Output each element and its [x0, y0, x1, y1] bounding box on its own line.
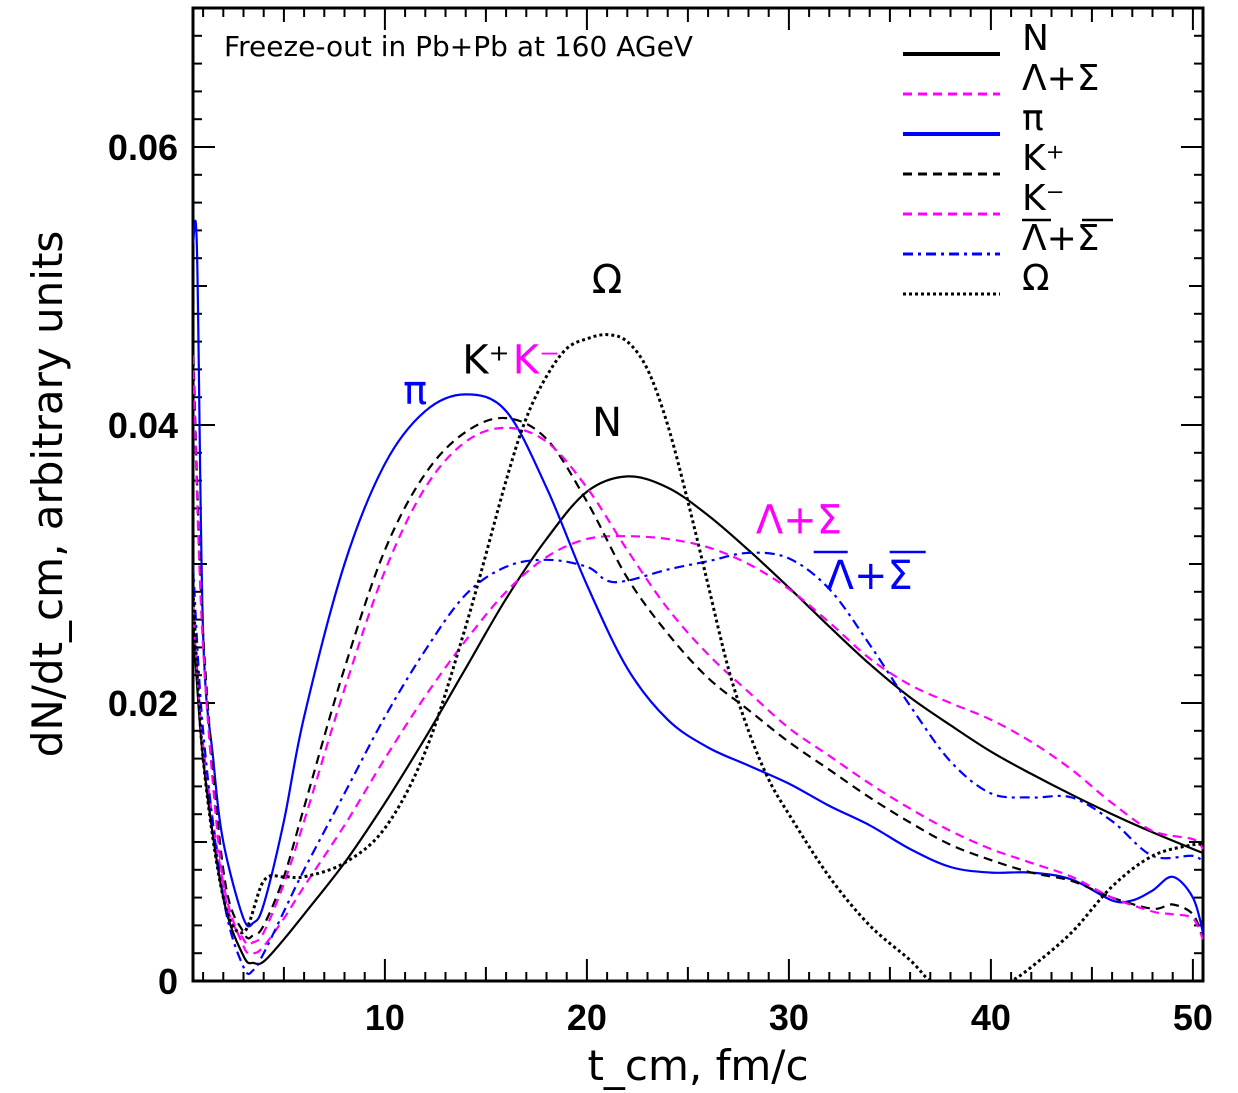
x-tick-labels: 10 20 30 40 50	[365, 997, 1213, 1038]
legend-label-4: K⁻	[1022, 178, 1065, 219]
legend-label-2: π	[1022, 98, 1044, 139]
series-line-6	[193, 333, 1203, 981]
annotation-2: K⁻	[513, 338, 560, 384]
annotation-0: π	[403, 368, 427, 414]
legend-label-1: Λ+Σ	[1022, 58, 1100, 99]
series-line-2	[193, 219, 1203, 933]
y-tick-labels: 0 0.02 0.04 0.06	[108, 127, 178, 1002]
x-axis-label: t_cm, fm/c	[587, 1041, 808, 1090]
series-lines	[193, 219, 1203, 981]
chart-title: Freeze-out in Pb+Pb at 160 AGeV	[224, 30, 693, 63]
legend-label-3: K⁺	[1022, 138, 1065, 179]
y-tick-label: 0.04	[108, 405, 178, 446]
x-tick-label: 30	[769, 997, 809, 1038]
annotation-5: Λ+Σ	[756, 497, 842, 543]
y-tick-label: 0.02	[108, 683, 178, 724]
annotation-6: Λ+Σ	[827, 553, 913, 599]
y-tick-label: 0	[158, 961, 178, 1002]
y-axis-label: dN/dt_cm, arbitrary units	[23, 231, 72, 758]
legend-label-5: Λ+Σ	[1022, 218, 1100, 259]
y-tick-label: 0.06	[108, 127, 178, 168]
series-line-1	[193, 535, 1203, 956]
series-line-4	[193, 355, 1203, 946]
x-tick-label: 40	[971, 997, 1011, 1038]
series-line-5	[193, 551, 1203, 975]
plot-frame	[191, 6, 1205, 983]
legend-label-0: N	[1022, 18, 1049, 59]
legend-label-6: Ω	[1022, 258, 1050, 299]
curve-annotations: π K⁺ K⁻ Ω N Λ+Σ Λ+Σ	[403, 257, 926, 599]
x-tick-label: 10	[365, 997, 405, 1038]
series-line-3	[193, 341, 1203, 940]
annotation-3: Ω	[592, 257, 623, 303]
series-line-0	[193, 475, 1203, 966]
x-tick-label: 20	[567, 997, 607, 1038]
x-tick-label: 50	[1173, 997, 1213, 1038]
legend: NΛ+ΣπK⁺K⁻Λ+ΣΩ	[903, 18, 1113, 299]
annotation-1: K⁺	[462, 338, 509, 384]
annotation-4: N	[592, 400, 622, 446]
